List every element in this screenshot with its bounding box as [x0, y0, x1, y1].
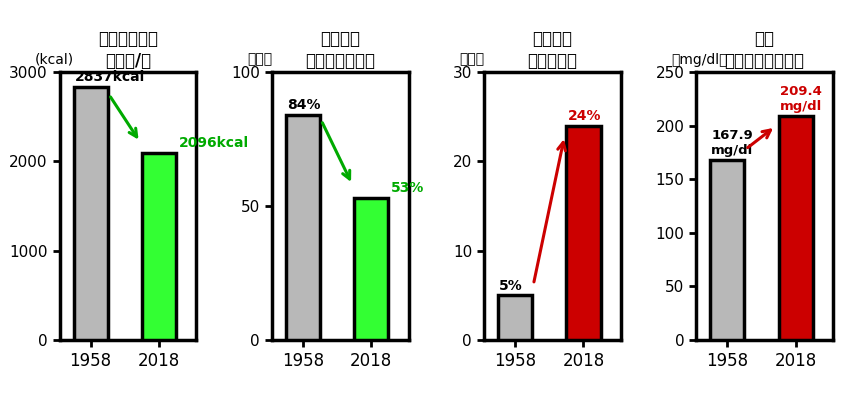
Text: 2837kcal: 2837kcal	[75, 70, 145, 84]
Title: 平均
コレステロール値: 平均 コレステロール値	[724, 30, 805, 70]
Text: (kcal): (kcal)	[35, 53, 74, 67]
Text: 167.9
mg/dl: 167.9 mg/dl	[711, 129, 754, 157]
Bar	[142, 153, 176, 340]
Text: 209.4
mg/dl: 209.4 mg/dl	[779, 85, 822, 113]
Text: （mg/dl）: （mg/dl）	[672, 53, 728, 67]
Bar	[498, 295, 532, 340]
Text: 24%: 24%	[568, 109, 601, 123]
Bar	[286, 115, 320, 340]
Title: 総エネルギー
摂取量/日: 総エネルギー 摂取量/日	[98, 30, 158, 70]
Text: （％）: （％）	[459, 53, 484, 67]
Bar	[566, 126, 601, 340]
Text: （％）: （％）	[247, 53, 272, 67]
Bar	[73, 86, 108, 340]
Text: 2096kcal: 2096kcal	[178, 136, 249, 150]
Bar	[779, 116, 813, 340]
Title: 全食事中
脂肪の割合: 全食事中 脂肪の割合	[527, 30, 577, 70]
Text: 5%: 5%	[499, 279, 523, 293]
Bar	[710, 160, 745, 340]
Text: 53%: 53%	[391, 181, 424, 195]
Bar	[354, 198, 388, 340]
Text: 84%: 84%	[287, 98, 320, 112]
Title: 全食事中
炭水化物の割合: 全食事中 炭水化物の割合	[305, 30, 375, 70]
